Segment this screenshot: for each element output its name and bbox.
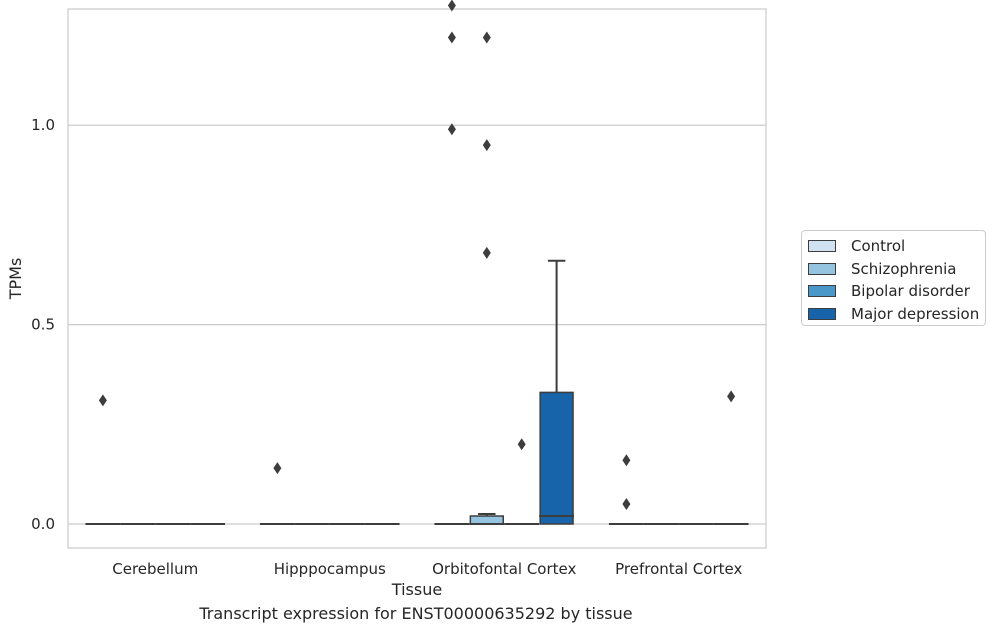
grid-lines [68, 124, 766, 525]
box-group [539, 259, 575, 525]
y-axis-label: TPMs [6, 258, 25, 301]
box-group [608, 454, 644, 525]
plot-area [67, 8, 767, 549]
legend-swatch [808, 240, 836, 252]
x-tick-label: Hipppocampus [274, 560, 386, 578]
x-tick-label: Prefrontal Cortex [615, 560, 742, 578]
chart-caption: Transcript expression for ENST0000063529… [199, 604, 633, 623]
legend-label: Major depression [851, 304, 980, 323]
box-series [85, 0, 749, 525]
outlier-point [482, 246, 491, 259]
legend-swatch [808, 262, 836, 275]
y-tick-label: 0.0 [31, 515, 55, 533]
outlier-point [447, 0, 456, 12]
outlier-point [447, 123, 456, 136]
legend-item: Control [808, 237, 905, 255]
outlier-point [98, 394, 107, 407]
box [469, 515, 505, 525]
box-group [259, 462, 295, 525]
x-axis-ticks: Cerebellum Hipppocampus Orbitofontal Corte… [112, 560, 742, 578]
outlier-point [622, 498, 631, 511]
legend-item: Bipolar disorder [808, 282, 970, 300]
y-tick-label: 1.0 [31, 116, 55, 134]
x-tick-label: Orbitofontal Cortex [432, 560, 576, 578]
legend-swatch [808, 307, 836, 320]
legend: Control Schizophrenia Bipolar disorder Majo… [801, 230, 986, 326]
y-tick-label: 0.5 [31, 316, 55, 334]
outlier-point [482, 139, 491, 152]
outlier-point [727, 390, 736, 403]
outlier-point [482, 31, 491, 44]
outlier-point [273, 462, 282, 475]
y-axis-ticks: 0.00.51.01.52.02.5 [31, 116, 55, 533]
legend-item: Major depression [808, 305, 979, 323]
outlier-point [447, 31, 456, 44]
box [539, 391, 574, 525]
legend-label: Bipolar disorder [851, 282, 970, 300]
x-axis-label: Tissue [391, 580, 442, 599]
outlier-point [622, 454, 631, 467]
legend-swatch [808, 285, 836, 297]
legend-item: Schizophrenia [808, 260, 956, 278]
box-group [434, 0, 470, 525]
legend-label: Schizophrenia [851, 259, 957, 278]
legend-label: Control [851, 237, 906, 255]
box-group [469, 31, 505, 525]
outlier-point [517, 438, 526, 451]
box-group [504, 438, 540, 525]
x-tick-label: Cerebellum [112, 560, 198, 578]
box-group [713, 390, 749, 525]
box-group [85, 394, 121, 525]
